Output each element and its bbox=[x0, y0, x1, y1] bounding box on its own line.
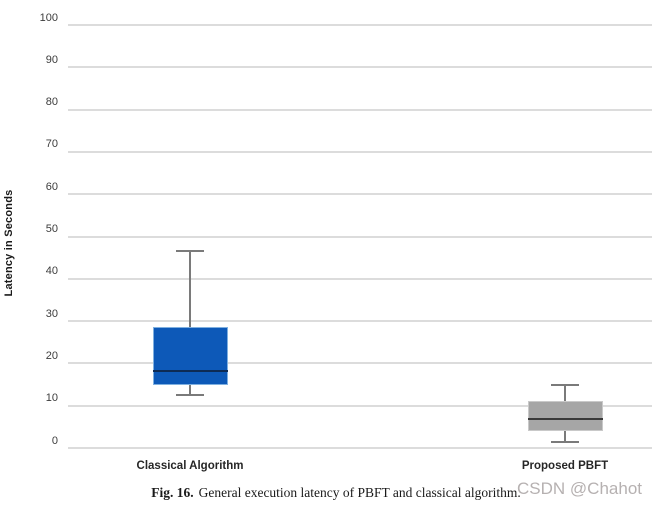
gridline bbox=[68, 193, 652, 196]
gridline bbox=[68, 108, 652, 111]
gridline bbox=[68, 404, 652, 407]
y-tick-label: 0 bbox=[51, 434, 58, 447]
gridline bbox=[68, 277, 652, 280]
whisker-line bbox=[189, 251, 191, 396]
y-tick-label: 30 bbox=[45, 307, 58, 320]
whisker-cap bbox=[551, 440, 579, 443]
box-proposed bbox=[527, 401, 603, 432]
figure-caption-label: Fig. 16. bbox=[151, 485, 194, 500]
watermark-text: CSDN @Chahot bbox=[517, 479, 642, 498]
category-label: Proposed PBFT bbox=[521, 460, 609, 472]
y-tick-label: 90 bbox=[45, 53, 58, 66]
y-tick-label: 50 bbox=[45, 223, 58, 235]
box-classical bbox=[152, 327, 228, 385]
figure-caption: Fig. 16. General execution latency of PBF… bbox=[10, 485, 652, 501]
figure-caption-text: General execution latency of PBFT and cl… bbox=[198, 485, 521, 500]
y-tick-label: 70 bbox=[45, 138, 58, 151]
gridline bbox=[68, 447, 652, 449]
gridline bbox=[68, 320, 652, 323]
whisker-cap bbox=[551, 383, 579, 386]
gridline bbox=[68, 235, 652, 238]
whisker-cap bbox=[176, 250, 204, 253]
y-tick-label: 20 bbox=[45, 349, 58, 362]
y-tick-label: 10 bbox=[45, 392, 58, 405]
median-line bbox=[152, 369, 228, 372]
gridline bbox=[68, 66, 652, 69]
y-tick-label: 40 bbox=[45, 265, 58, 278]
gridline bbox=[68, 150, 652, 153]
y-tick-label: 60 bbox=[45, 180, 58, 193]
y-tick-label: 100 bbox=[39, 11, 58, 24]
gridline bbox=[68, 24, 652, 26]
y-tick-label: 80 bbox=[45, 96, 58, 109]
category-label: Classical Algorithm bbox=[136, 460, 244, 472]
whisker-cap bbox=[176, 394, 204, 397]
y-axis-title: Latency in Seconds bbox=[3, 189, 15, 297]
gridline bbox=[68, 362, 652, 365]
median-line bbox=[527, 418, 603, 421]
